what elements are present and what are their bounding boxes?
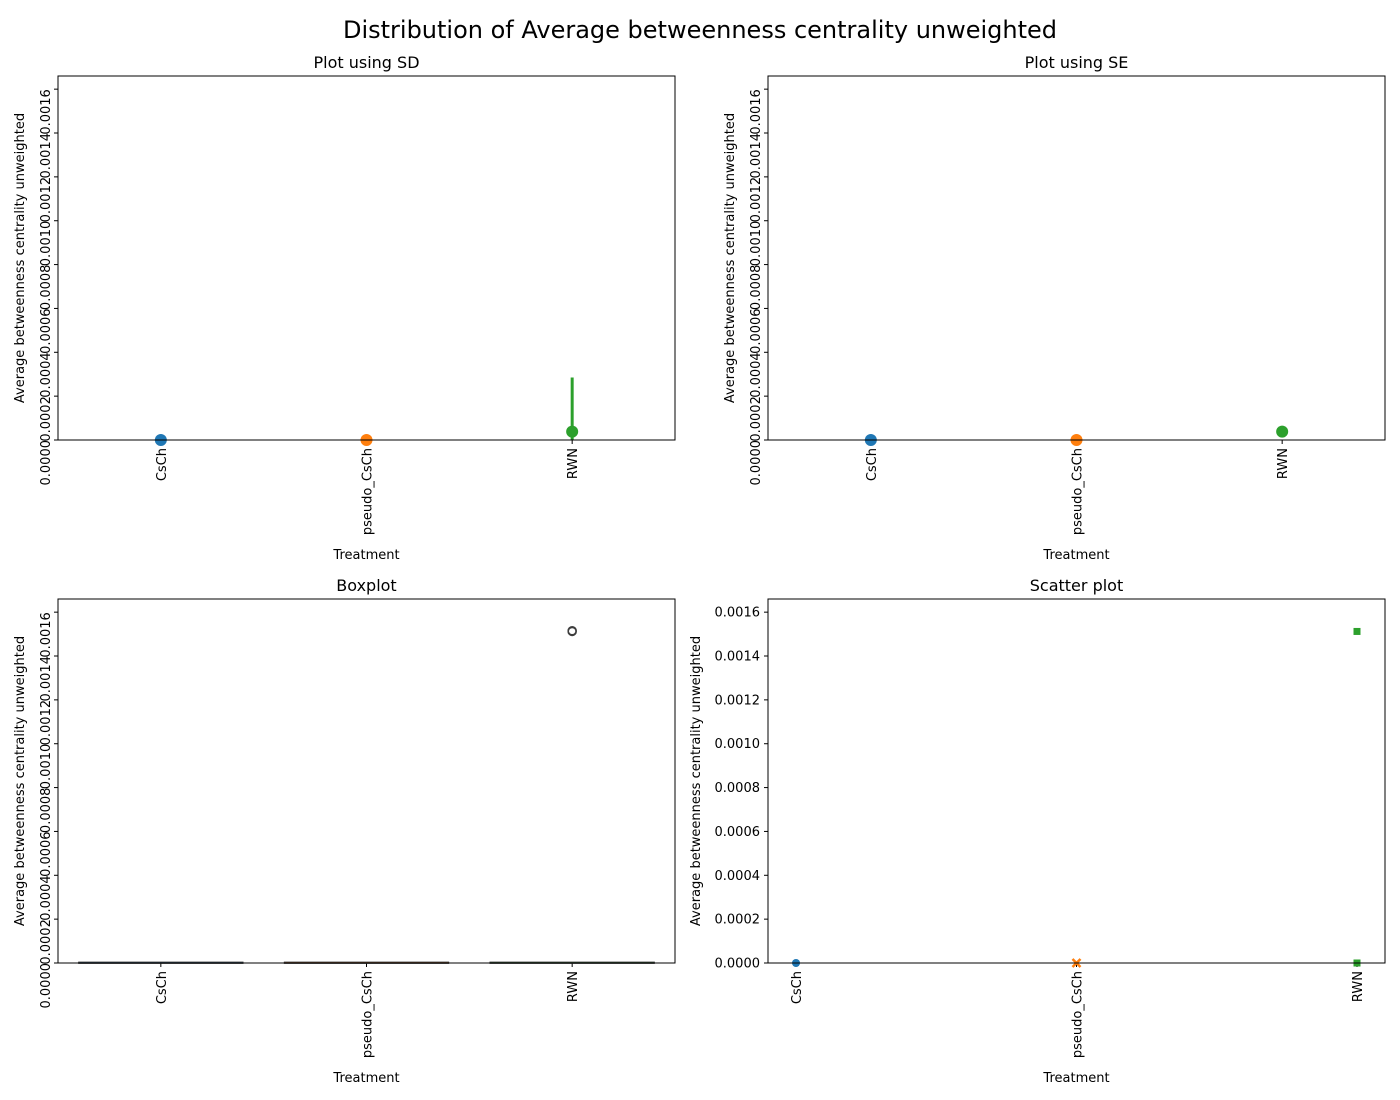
y-tick-label: 0.0016: [749, 89, 764, 134]
y-tick-label: 0.0004: [715, 869, 761, 884]
y-tick-label: 0.0014: [715, 650, 761, 665]
x-tick-label: pseudo_CsCh: [361, 448, 376, 535]
y-tick-label: 0.0010: [39, 221, 54, 267]
y-tick-label: 0.0016: [39, 612, 54, 658]
y-tick-label: 0.0002: [39, 396, 54, 442]
y-tick-label: 0.0000: [39, 963, 54, 1009]
y-tick-label: 0.0016: [39, 89, 54, 134]
y-tick-label: 0.0004: [39, 352, 54, 398]
subplot-3: Boxplot0.00000.00020.00040.00060.00080.0…: [13, 576, 676, 1086]
y-tick-label: 0.0016: [715, 606, 761, 621]
subplot-title: Scatter plot: [1030, 576, 1123, 595]
y-tick-label: 0.0000: [715, 957, 761, 972]
y-tick-label: 0.0008: [715, 781, 761, 796]
point-RWN: [1276, 425, 1289, 438]
x-tick-label: pseudo_CsCh: [1071, 971, 1086, 1058]
subplot-1: Plot using SD0.00000.00020.00040.00060.0…: [13, 53, 676, 563]
x-tick-label: CsCh: [155, 971, 170, 1004]
y-tick-label: 0.0012: [749, 177, 764, 223]
y-tick-label: 0.0006: [39, 308, 54, 354]
subplot-title: Plot using SD: [313, 53, 419, 72]
y-tick-label: 0.0014: [749, 133, 764, 179]
outlier-RWN: [567, 626, 577, 636]
plot-frame: [57, 75, 676, 441]
figure-title: Distribution of Average betweenness cent…: [342, 16, 1058, 44]
y-tick-label: 0.0002: [715, 913, 761, 928]
x-tick-label: CsCh: [790, 971, 805, 1004]
y-tick-label: 0.0008: [39, 788, 54, 834]
y-axis-label: Average betweenness centrality unweighte…: [13, 113, 28, 403]
x-axis-label: Treatment: [332, 1071, 399, 1086]
y-tick-label: 0.0012: [39, 700, 54, 746]
y-axis-label: Average betweenness centrality unweighte…: [13, 636, 28, 926]
y-tick-label: 0.0000: [39, 440, 54, 486]
x-tick-label: RWN: [1276, 448, 1291, 479]
point-RWN: [566, 425, 579, 438]
point-RWN: [1353, 627, 1361, 635]
y-tick-label: 0.0010: [39, 744, 54, 790]
y-tick-label: 0.0002: [749, 396, 764, 442]
x-tick-label: RWN: [566, 448, 581, 479]
x-tick-label: pseudo_CsCh: [361, 971, 376, 1058]
y-tick-label: 0.0012: [39, 177, 54, 223]
y-tick-label: 0.0010: [715, 737, 761, 752]
x-tick-label: RWN: [566, 971, 581, 1002]
plot-frame: [767, 75, 1386, 441]
y-tick-label: 0.0004: [39, 875, 54, 921]
y-axis-label: Average betweenness centrality unweighte…: [689, 636, 704, 926]
y-tick-label: 0.0014: [39, 656, 54, 702]
y-tick-label: 0.0006: [749, 308, 764, 354]
x-tick-label: pseudo_CsCh: [1071, 448, 1086, 535]
y-axis-label: Average betweenness centrality unweighte…: [723, 113, 738, 403]
x-axis-label: Treatment: [1042, 1071, 1109, 1086]
x-tick-label: RWN: [1351, 971, 1366, 1002]
y-tick-label: 0.0010: [749, 221, 764, 267]
y-tick-label: 0.0002: [39, 919, 54, 965]
y-tick-label: 0.0008: [39, 265, 54, 311]
y-tick-label: 0.0008: [749, 265, 764, 311]
plot-frame: [57, 598, 676, 964]
y-tick-label: 0.0014: [39, 133, 54, 179]
subplot-4: Scatter plot 0.0000 0.0002 0.0004 0.0006 0.00…: [689, 576, 1386, 1086]
x-axis-label: Treatment: [332, 548, 399, 563]
plot-frame: [767, 598, 1386, 964]
y-tick-label: 0.0004: [749, 352, 764, 398]
subplot-title: Plot using SE: [1025, 53, 1129, 72]
x-tick-label: CsCh: [865, 448, 880, 481]
subplot-title: Boxplot: [336, 576, 396, 595]
y-tick-label: 0.0006: [715, 825, 761, 840]
x-axis-label: Treatment: [1042, 548, 1109, 563]
y-tick-label: 0.0012: [715, 693, 761, 708]
y-tick-label: 0.0000: [749, 440, 764, 486]
y-tick-label: 0.0006: [39, 831, 54, 877]
x-tick-label: CsCh: [155, 448, 170, 481]
subplot-2: Plot using SE0.00000.00020.00040.00060.0…: [723, 53, 1386, 563]
